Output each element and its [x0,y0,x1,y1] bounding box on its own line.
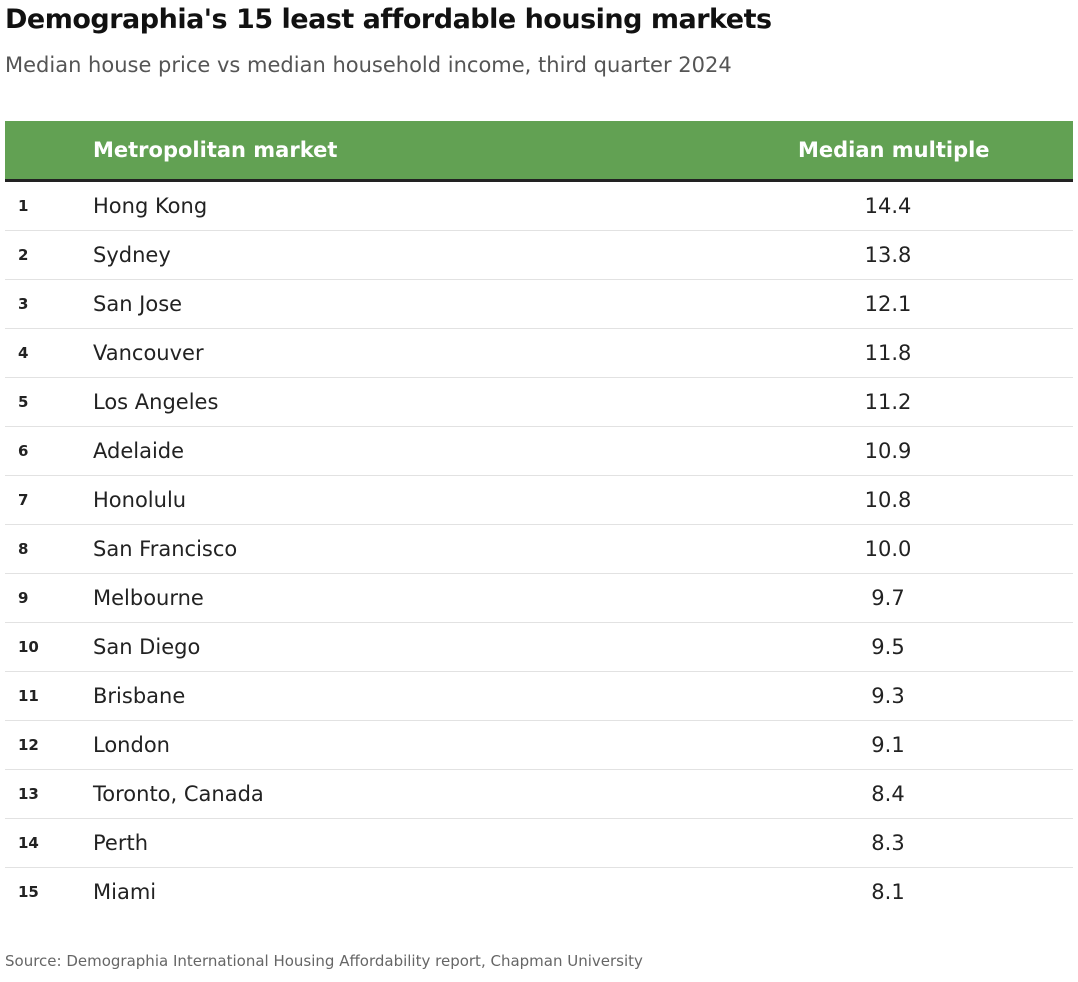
market-cell: Adelaide [93,439,185,463]
table-row: 8 San Francisco 10.0 [5,525,1073,574]
median-multiple-cell: 14.4 [864,194,912,218]
rank-cell: 11 [18,687,39,705]
table-row: 15 Miami 8.1 [5,868,1073,917]
rank-cell: 1 [18,197,29,215]
market-cell: Vancouver [93,341,204,365]
market-cell: Toronto, Canada [93,782,264,806]
market-cell: San Francisco [93,537,238,561]
median-multiple-cell: 9.3 [871,684,905,708]
median-multiple-cell: 8.3 [871,831,905,855]
table-row: 7 Honolulu 10.8 [5,476,1073,525]
rank-cell: 12 [18,736,39,754]
market-cell: Melbourne [93,586,204,610]
market-cell: San Diego [93,635,201,659]
market-cell: London [93,733,170,757]
table-row: 13 Toronto, Canada 8.4 [5,770,1073,819]
data-table: Metropolitan market Median multiple 1 Hon… [5,121,1073,917]
median-multiple-cell: 10.8 [864,488,912,512]
median-multiple-cell: 9.7 [871,586,905,610]
table-row: 14 Perth 8.3 [5,819,1073,868]
table-row: 5 Los Angeles 11.2 [5,378,1073,427]
median-multiple-cell: 12.1 [864,292,912,316]
table-row: 1 Hong Kong 14.4 [5,182,1073,231]
table-header: Metropolitan market Median multiple [5,121,1073,182]
rank-cell: 6 [18,442,29,460]
market-cell: Hong Kong [93,194,208,218]
rank-cell: 4 [18,344,29,362]
market-cell: Brisbane [93,684,186,708]
table-body: 1 Hong Kong 14.4 2 Sydney 13.8 3 San Jose 12.1 4 V… [5,182,1073,917]
rank-cell: 9 [18,589,29,607]
market-cell: Miami [93,880,157,904]
market-cell: Honolulu [93,488,187,512]
table-row: 6 Adelaide 10.9 [5,427,1073,476]
median-multiple-cell: 10.0 [864,537,912,561]
median-multiple-cell: 8.4 [871,782,905,806]
source-note: Source: Demographia International Housin… [5,952,643,970]
table-row: 3 San Jose 12.1 [5,280,1073,329]
rank-cell: 8 [18,540,29,558]
table-row: 10 San Diego 9.5 [5,623,1073,672]
market-cell: San Jose [93,292,183,316]
rank-cell: 13 [18,785,39,803]
header-median-multiple: Median multiple [798,138,990,162]
market-cell: Perth [93,831,149,855]
rank-cell: 10 [18,638,39,656]
rank-cell: 3 [18,295,29,313]
market-cell: Sydney [93,243,171,267]
rank-cell: 2 [18,246,29,264]
median-multiple-cell: 10.9 [864,439,912,463]
table-row: 11 Brisbane 9.3 [5,672,1073,721]
chart-title: Demographia's 15 least affordable housin… [5,4,772,35]
rank-cell: 14 [18,834,39,852]
median-multiple-cell: 9.5 [871,635,905,659]
median-multiple-cell: 8.1 [871,880,905,904]
median-multiple-cell: 13.8 [864,243,912,267]
table-row: 4 Vancouver 11.8 [5,329,1073,378]
median-multiple-cell: 11.2 [864,390,912,414]
rank-cell: 5 [18,393,29,411]
market-cell: Los Angeles [93,390,219,414]
rank-cell: 15 [18,883,39,901]
median-multiple-cell: 9.1 [871,733,905,757]
chart-subtitle: Median house price vs median household i… [5,53,732,77]
rank-cell: 7 [18,491,29,509]
table-row: 9 Melbourne 9.7 [5,574,1073,623]
table-row: 2 Sydney 13.8 [5,231,1073,280]
median-multiple-cell: 11.8 [864,341,912,365]
table-row: 12 London 9.1 [5,721,1073,770]
header-market: Metropolitan market [93,138,338,162]
